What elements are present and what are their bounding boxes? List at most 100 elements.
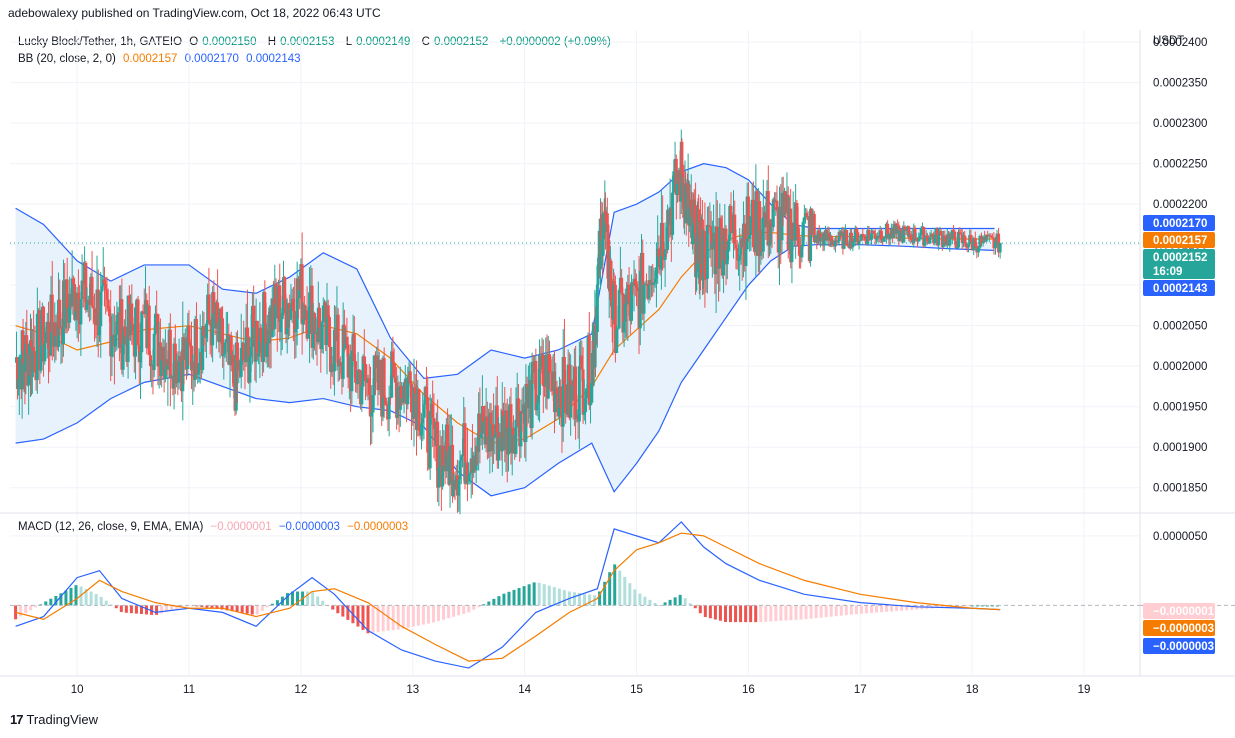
price-tick-label: 0.0002250 bbox=[1153, 159, 1207, 171]
candle-body bbox=[242, 342, 246, 361]
candle-body bbox=[71, 278, 75, 285]
candle-body bbox=[601, 239, 605, 257]
candle-body bbox=[350, 350, 354, 392]
candle-body bbox=[805, 213, 809, 217]
macd-hist-bar bbox=[421, 605, 425, 625]
macd-hist-bar bbox=[59, 593, 63, 606]
candle-body bbox=[38, 310, 42, 371]
macd-hist-bar bbox=[296, 591, 300, 606]
candle-body bbox=[367, 378, 371, 395]
macd-hist-bar bbox=[734, 605, 738, 623]
macd-hist-bar bbox=[552, 587, 556, 606]
candle-body bbox=[983, 236, 987, 242]
bb-label[interactable]: BB (20, close, 2, 0) bbox=[18, 53, 116, 65]
candle-body bbox=[719, 217, 723, 228]
candle-body bbox=[388, 397, 392, 399]
candle-body bbox=[274, 283, 278, 305]
candle-body bbox=[222, 353, 226, 357]
macd-hist-bar bbox=[945, 605, 949, 608]
candle-body bbox=[986, 234, 990, 237]
candle-body bbox=[715, 226, 719, 268]
macd-hist-bar bbox=[688, 603, 692, 606]
candle-body bbox=[970, 240, 974, 251]
candle-body bbox=[561, 356, 565, 427]
candle-body bbox=[748, 235, 752, 239]
tradingview-brand: TradingView bbox=[26, 712, 99, 727]
candle-body bbox=[387, 397, 391, 420]
macd-hist-bar bbox=[713, 605, 717, 620]
macd-hist-bar bbox=[129, 605, 133, 614]
candle-body bbox=[907, 226, 911, 238]
candle-body bbox=[749, 216, 753, 236]
candle-body bbox=[136, 299, 140, 346]
macd-hist-bar bbox=[19, 605, 23, 617]
candle-body bbox=[326, 305, 330, 318]
macd-hist-bar bbox=[598, 591, 602, 606]
candle-body bbox=[598, 218, 602, 270]
candle-body bbox=[360, 386, 364, 405]
candle-body bbox=[300, 264, 304, 325]
candle-body bbox=[534, 360, 538, 411]
candle-body bbox=[257, 352, 261, 357]
price-tag-bg bbox=[1143, 232, 1215, 248]
macd-label[interactable]: MACD (12, 26, close, 9, EMA, EMA) bbox=[18, 521, 204, 533]
candle-body bbox=[244, 327, 248, 363]
candle-body bbox=[855, 228, 859, 233]
candle-body bbox=[530, 361, 534, 429]
candle-body bbox=[362, 356, 366, 364]
macd-tick-label: 0.0000050 bbox=[1153, 531, 1207, 543]
candle-body bbox=[682, 217, 686, 219]
macd-hist-bar bbox=[562, 590, 566, 606]
macd-hist-bar bbox=[14, 605, 18, 620]
macd-hist-bar bbox=[74, 585, 78, 606]
candle-body bbox=[882, 238, 886, 242]
candle-body bbox=[115, 314, 119, 335]
macd-hist-bar bbox=[663, 602, 667, 606]
candle-body bbox=[809, 208, 813, 262]
price-tick-label: 0.0002300 bbox=[1153, 118, 1207, 130]
macd-hist-bar bbox=[265, 605, 269, 608]
tradingview-logo: 17 TradingView bbox=[10, 712, 98, 727]
candle-body bbox=[406, 376, 410, 405]
candle-body bbox=[555, 387, 559, 394]
price-tag: 0.0002157 bbox=[1153, 235, 1207, 247]
macd-hist-bar bbox=[381, 605, 385, 632]
macd-hist-bar bbox=[910, 605, 914, 610]
macd-hist-bar bbox=[744, 605, 748, 623]
candle-body bbox=[106, 299, 110, 309]
time-tick-label: 15 bbox=[630, 684, 643, 696]
macd-hist-bar bbox=[94, 594, 98, 606]
candle-body bbox=[44, 332, 48, 344]
candle-body bbox=[771, 199, 775, 228]
candle-body bbox=[47, 321, 51, 349]
macd-hist-bar bbox=[814, 605, 818, 619]
candle-body bbox=[612, 280, 616, 285]
candle-body bbox=[718, 217, 722, 269]
macd-hist-bar bbox=[588, 594, 592, 606]
candle-body bbox=[939, 231, 943, 236]
macd-hist-bar bbox=[849, 605, 853, 615]
candle-body bbox=[917, 238, 921, 242]
macd-hist-bar bbox=[155, 605, 159, 615]
candle-body bbox=[635, 284, 639, 288]
candle-body bbox=[543, 385, 547, 387]
macd-hist-bar bbox=[804, 605, 808, 620]
macd-hist-bar bbox=[517, 588, 521, 606]
candle-body bbox=[672, 171, 676, 193]
candle-body bbox=[955, 247, 959, 249]
candle-body bbox=[582, 412, 586, 415]
macd-hist-bar bbox=[955, 605, 959, 607]
candle-body bbox=[436, 421, 440, 488]
candle-body bbox=[943, 235, 947, 245]
macd-hist-bar bbox=[139, 605, 143, 615]
candle-body bbox=[178, 356, 182, 362]
candle-body bbox=[361, 356, 365, 387]
candle-body bbox=[957, 231, 961, 248]
macd-hist-bar bbox=[834, 605, 838, 617]
candle-body bbox=[497, 431, 501, 461]
candle-body bbox=[647, 280, 651, 299]
candle-body bbox=[761, 217, 765, 252]
macd-hist-bar bbox=[618, 570, 622, 606]
candle-body bbox=[428, 411, 432, 469]
